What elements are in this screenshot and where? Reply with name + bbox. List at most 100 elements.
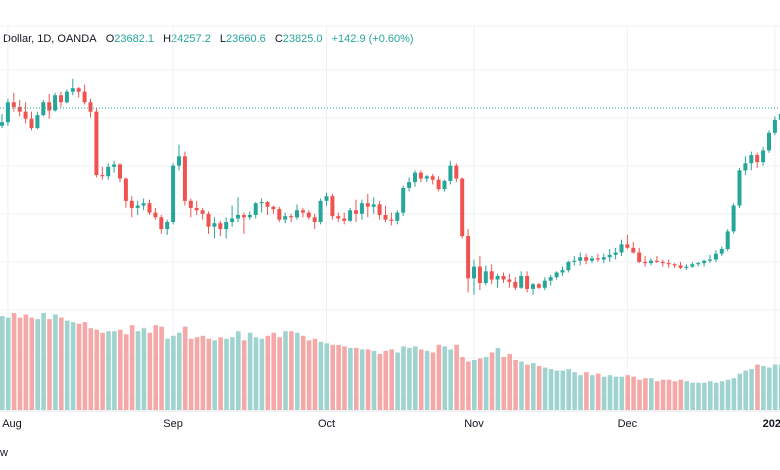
candle-body	[277, 209, 282, 220]
candle-body	[283, 216, 288, 220]
volume-bar	[177, 332, 182, 410]
candle-body	[743, 163, 748, 171]
candle-body	[165, 222, 170, 230]
volume-bar	[531, 363, 536, 410]
candle	[247, 211, 252, 220]
candle-body	[70, 88, 75, 92]
candle-body	[649, 260, 653, 264]
candle	[737, 168, 742, 208]
volume-bar	[277, 337, 282, 410]
candle	[625, 234, 630, 249]
volume-bar	[41, 313, 46, 410]
volume-bar	[472, 360, 477, 410]
candle-body	[713, 253, 718, 260]
volume-bar	[11, 313, 17, 410]
candle	[295, 204, 299, 220]
candle	[5, 98, 10, 126]
volume-bar	[424, 350, 430, 410]
candle	[129, 196, 134, 218]
volume-bar	[271, 332, 276, 410]
volume-bar	[477, 358, 483, 410]
volume-bar	[389, 349, 394, 410]
volume-bar	[507, 353, 512, 410]
volume-bar	[47, 319, 52, 410]
candle-body	[354, 210, 358, 214]
volume-bar	[23, 314, 29, 410]
candle	[507, 273, 512, 288]
candle	[342, 212, 347, 225]
candle	[35, 111, 40, 130]
candle-body	[731, 205, 736, 232]
volume-bar	[82, 322, 88, 410]
volume-bar	[690, 382, 695, 410]
candle	[483, 265, 488, 286]
candle	[554, 271, 559, 280]
volume-bar	[371, 350, 377, 410]
volume-bar	[719, 381, 725, 410]
candle-body	[23, 111, 28, 119]
candle	[206, 211, 211, 234]
volume-bar	[159, 326, 164, 410]
volume-bar	[112, 331, 117, 410]
volume-bar	[778, 364, 780, 410]
volume-bar	[230, 337, 235, 410]
candle-body	[359, 203, 364, 214]
volume-bar	[200, 335, 206, 410]
candle	[177, 144, 181, 171]
candle	[41, 99, 46, 117]
candle	[566, 260, 571, 273]
candle	[76, 87, 81, 98]
candle-body	[448, 165, 453, 181]
candle-body	[59, 95, 63, 103]
candle	[230, 205, 235, 227]
high-value: 24257.2	[171, 33, 211, 45]
candle	[637, 247, 642, 264]
candle-body	[755, 155, 760, 163]
candle	[767, 130, 771, 153]
x-tick-label: Oct	[318, 418, 335, 430]
candle	[654, 256, 659, 264]
candle	[590, 256, 594, 264]
candle-body	[625, 244, 630, 248]
x-tick-label: 2023	[763, 418, 780, 430]
candle-body	[418, 172, 423, 179]
candle-body	[342, 218, 347, 221]
x-tick-label: Sep	[163, 418, 183, 430]
candle	[271, 205, 276, 214]
candle-body	[118, 164, 122, 179]
volume-bar	[619, 376, 625, 410]
volume-bar	[584, 372, 589, 410]
candle-body	[601, 257, 606, 260]
candle	[82, 84, 87, 105]
volume-bar	[129, 325, 135, 410]
candle-body	[389, 219, 394, 221]
candle-body	[236, 214, 240, 219]
candle-body	[336, 216, 341, 219]
volume-bar	[678, 379, 684, 410]
candle-body	[206, 213, 211, 227]
volume-bar	[713, 382, 719, 410]
candle-body	[407, 182, 412, 188]
symbol-label: Dollar, 1D, OANDA	[3, 33, 97, 45]
candle	[377, 200, 382, 220]
candle	[501, 272, 506, 284]
candle-body	[5, 102, 10, 123]
candle	[318, 198, 323, 225]
candle-body	[29, 118, 34, 129]
candle	[11, 92, 16, 112]
candle-body	[171, 165, 176, 222]
candle	[324, 192, 329, 206]
volume-bar	[53, 314, 58, 410]
candle	[371, 197, 376, 214]
candle-body	[377, 204, 382, 215]
candle	[542, 277, 547, 291]
candle-body	[271, 206, 276, 210]
volume-bar	[253, 337, 259, 410]
candle-body	[35, 115, 40, 129]
volume-bar	[772, 364, 778, 410]
volume-bar	[354, 347, 359, 410]
candle-body	[477, 266, 482, 284]
volume-bar	[737, 373, 743, 410]
volume-bar	[76, 323, 82, 410]
